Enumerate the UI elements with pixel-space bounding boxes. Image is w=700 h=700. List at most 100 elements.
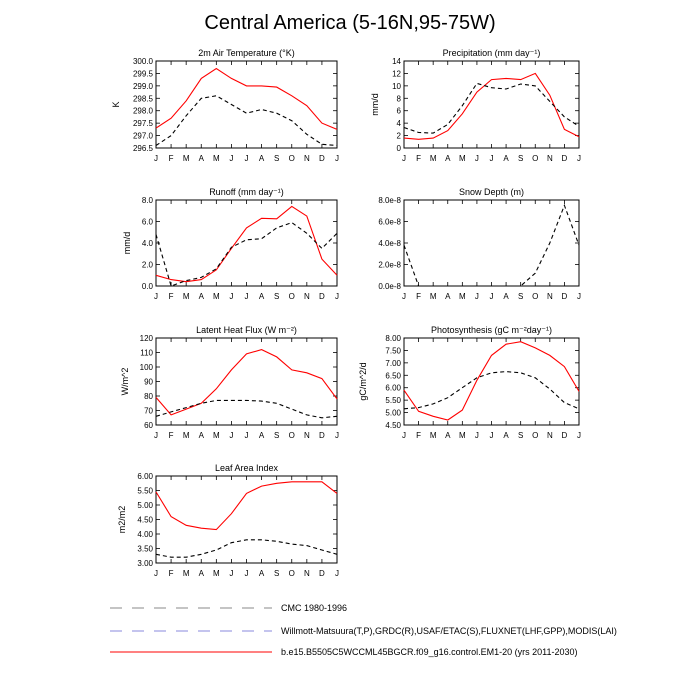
x-tick-label: O xyxy=(289,154,295,163)
y-tick-label: 297.5 xyxy=(133,119,154,128)
x-tick-label: J xyxy=(245,154,249,163)
series-line-model xyxy=(403,341,580,421)
y-tick-label: 8.00 xyxy=(385,334,401,343)
y-axis-label: mm/d xyxy=(370,93,380,116)
y-tick-label: 299.5 xyxy=(133,69,154,78)
y-axis-label: K xyxy=(111,101,121,107)
x-tick-label: J xyxy=(154,292,158,301)
y-tick-label: 6.00 xyxy=(385,384,401,393)
x-tick-label: D xyxy=(319,431,325,440)
y-tick-label: 4.0e-8 xyxy=(378,239,401,248)
y-tick-label: 5.50 xyxy=(385,396,401,405)
chart-panel-5: Latent Heat Flux (W m⁻²) W/m^2 60 70 80 90 100… xyxy=(120,325,339,440)
x-tick-label: J xyxy=(229,292,233,301)
y-tick-label: 5.50 xyxy=(137,487,153,496)
y-tick-label: 8 xyxy=(397,94,402,103)
y-tick-label: 5.00 xyxy=(385,409,401,418)
x-tick-label: O xyxy=(289,292,295,301)
y-tick-label: 90 xyxy=(144,378,153,387)
x-tick-label: M xyxy=(213,569,220,578)
series-line-model xyxy=(155,67,338,130)
x-tick-label: J xyxy=(154,154,158,163)
y-tick-label: 5.00 xyxy=(137,501,153,510)
y-tick-label: 3.00 xyxy=(137,559,153,568)
y-tick-label: 298.5 xyxy=(133,94,154,103)
x-tick-label: J xyxy=(475,154,479,163)
series-line-obs xyxy=(155,539,338,558)
y-axis-label: gC/m^2/d xyxy=(358,362,368,400)
y-tick-label: 100 xyxy=(140,363,154,372)
x-tick-label: J xyxy=(577,431,581,440)
x-tick-label: M xyxy=(213,431,220,440)
x-tick-label: O xyxy=(532,154,538,163)
series-line-obs xyxy=(403,82,580,134)
plot-frame xyxy=(155,475,338,564)
x-tick-label: J xyxy=(402,292,406,301)
series-line-obs xyxy=(155,399,338,419)
x-tick-label: S xyxy=(274,431,279,440)
legend: CMC 1980-1996 Willmott-Matsuura(T,P),GRDC… xyxy=(110,603,617,657)
y-tick-label: 110 xyxy=(140,349,153,358)
x-tick-label: F xyxy=(169,569,174,578)
x-tick-label: N xyxy=(304,431,310,440)
x-tick-label: A xyxy=(503,292,509,301)
series-line-obs xyxy=(403,203,580,287)
y-tick-label: 6.0e-8 xyxy=(378,218,401,227)
x-tick-label: J xyxy=(490,154,494,163)
y-tick-label: 296.5 xyxy=(133,144,154,153)
panel-title: Photosynthesis (gC m⁻²day⁻¹) xyxy=(431,325,552,335)
x-tick-label: J xyxy=(577,154,581,163)
x-tick-label: M xyxy=(459,292,466,301)
y-tick-label: 7.50 xyxy=(385,346,401,355)
x-tick-label: J xyxy=(402,154,406,163)
x-tick-label: D xyxy=(319,292,325,301)
y-tick-label: 0.0 xyxy=(142,282,154,291)
x-tick-label: J xyxy=(229,431,233,440)
legend-label-2: Willmott-Matsuura(T,P),GRDC(R),USAF/ETAC… xyxy=(281,626,617,636)
y-tick-label: 298.0 xyxy=(133,107,154,116)
y-tick-label: 4.0 xyxy=(142,239,154,248)
x-tick-label: D xyxy=(562,292,568,301)
chart-panel-4: Snow Depth (m) 0.0e-8 2.0e-8 4.0e-8 6.0e-8 8.… xyxy=(378,187,581,301)
x-tick-label: A xyxy=(503,431,509,440)
y-tick-label: 6 xyxy=(397,107,402,116)
x-tick-label: N xyxy=(304,292,310,301)
x-tick-label: J xyxy=(229,569,233,578)
x-tick-label: M xyxy=(183,569,190,578)
x-tick-label: S xyxy=(274,154,279,163)
x-tick-label: N xyxy=(547,154,553,163)
x-tick-label: A xyxy=(259,154,265,163)
plot-frame xyxy=(155,337,338,426)
y-tick-label: 6.0 xyxy=(142,218,154,227)
plot-frame xyxy=(403,199,580,287)
y-tick-label: 6.50 xyxy=(385,371,401,380)
x-tick-label: J xyxy=(335,569,339,578)
x-tick-label: M xyxy=(183,154,190,163)
y-tick-label: 80 xyxy=(144,392,153,401)
y-tick-label: 4.50 xyxy=(385,421,401,430)
panel-title: 2m Air Temperature (°K) xyxy=(198,48,294,58)
legend-label-3: b.e15.B5505C5WCCML45BGCR.f09_g16.control… xyxy=(281,647,578,657)
x-tick-label: J xyxy=(475,292,479,301)
x-tick-label: D xyxy=(562,154,568,163)
x-tick-label: A xyxy=(259,431,265,440)
series-line-model xyxy=(155,481,338,531)
y-tick-label: 120 xyxy=(140,334,154,343)
x-tick-label: J xyxy=(335,292,339,301)
x-tick-label: J xyxy=(402,431,406,440)
x-tick-label: S xyxy=(274,292,279,301)
x-tick-label: A xyxy=(199,154,205,163)
series-line-model xyxy=(403,72,580,140)
y-axis-label: mm/d xyxy=(122,232,132,255)
x-tick-label: O xyxy=(532,431,538,440)
y-axis-label: W/m^2 xyxy=(120,368,130,396)
x-tick-label: S xyxy=(518,431,523,440)
x-tick-label: A xyxy=(199,431,205,440)
y-tick-label: 2.0e-8 xyxy=(378,261,401,270)
x-tick-label: M xyxy=(430,431,437,440)
x-tick-label: F xyxy=(416,154,421,163)
x-tick-label: F xyxy=(416,292,421,301)
y-tick-label: 8.0e-8 xyxy=(378,196,401,205)
panel-title: Runoff (mm day⁻¹) xyxy=(209,187,284,197)
